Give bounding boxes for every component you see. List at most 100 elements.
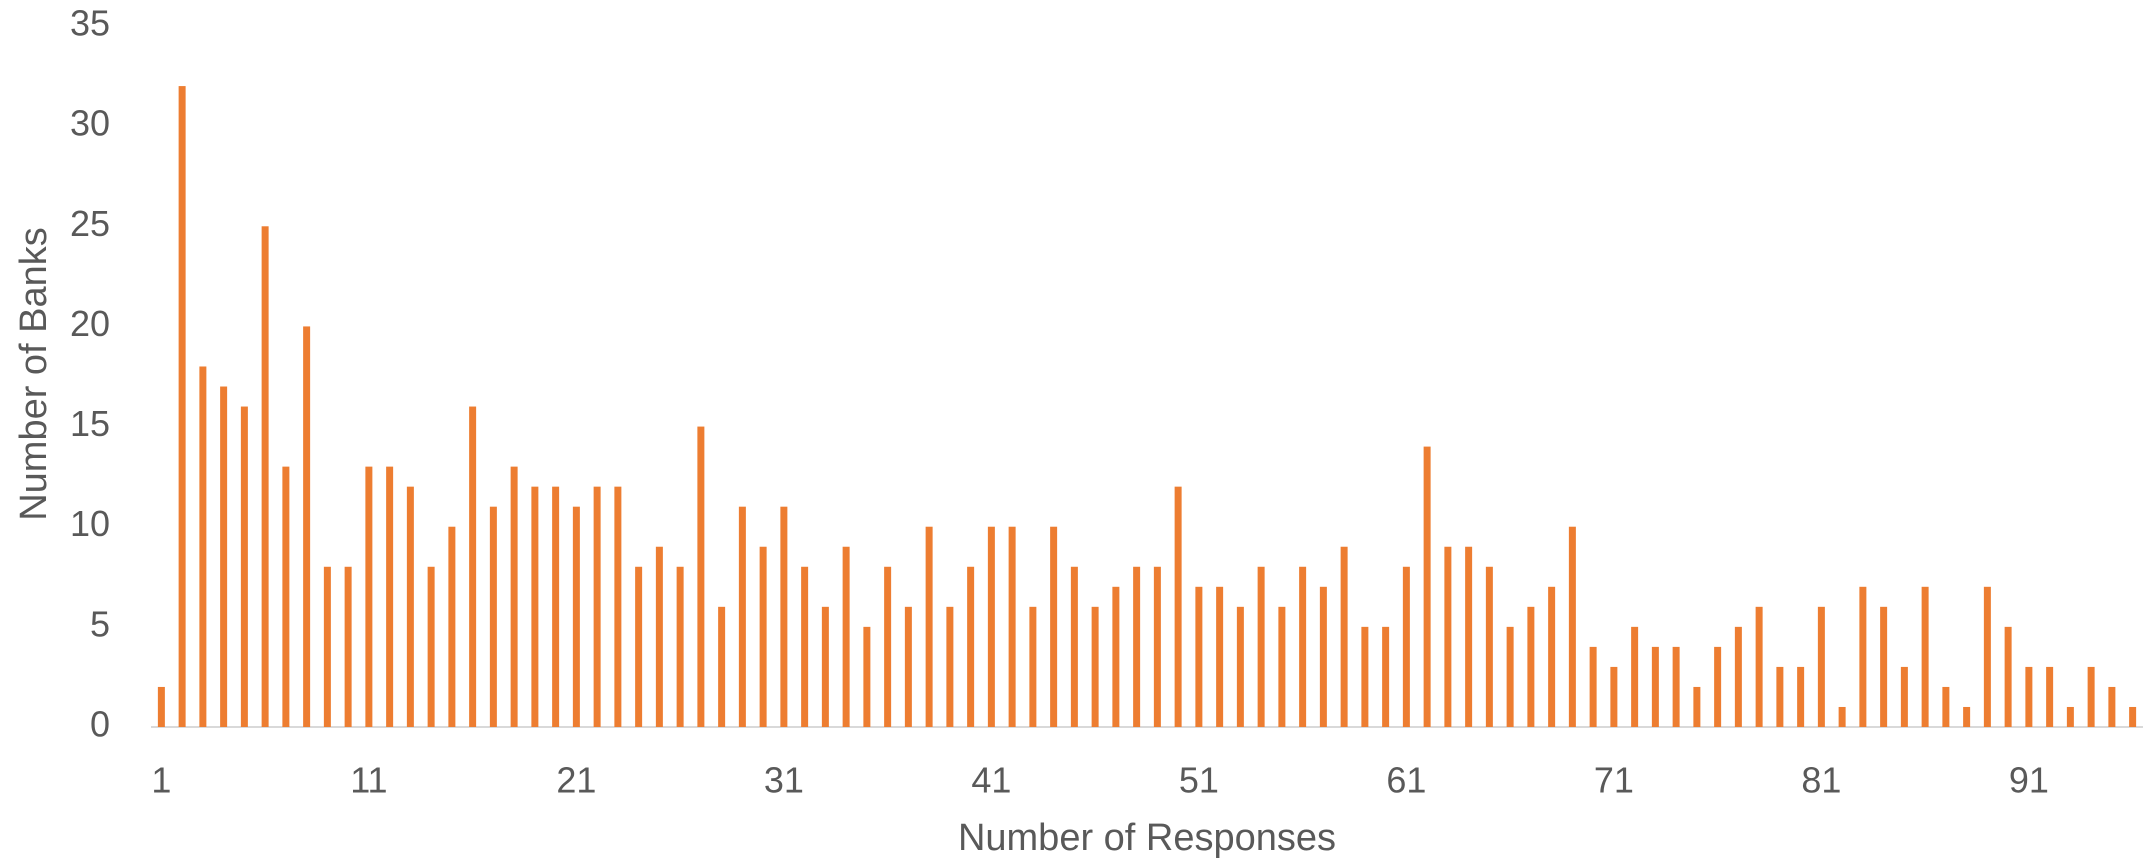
bar [261,226,269,728]
bar [2004,626,2012,727]
bar [821,606,829,727]
bar [718,606,726,727]
y-tick-label: 0 [90,704,110,745]
bar [1029,606,1037,727]
bar [220,386,228,727]
bar [1672,646,1680,727]
bar [1548,586,1556,727]
bar [448,526,456,727]
bar [344,566,352,727]
bar [635,566,643,727]
bar [386,466,394,727]
bar [1444,546,1452,727]
bar [614,486,622,727]
bar [1050,526,1058,727]
bar [1506,626,1514,727]
bar [1008,526,1016,727]
bar [1755,606,1763,727]
bar [2108,686,2116,727]
bar [2025,666,2033,727]
bar [1423,446,1431,727]
bar [303,326,311,727]
bar [967,566,975,727]
bar [572,506,580,727]
bar [2129,706,2137,727]
y-tick-label: 25 [70,203,110,244]
bar [904,606,912,727]
bar [2087,666,2095,727]
bar [593,486,601,727]
bar [1859,586,1867,727]
x-tick-label: 11 [350,760,387,801]
bar [759,546,767,727]
bar [406,486,414,727]
x-tick-label: 61 [1386,760,1426,801]
bar [801,566,809,727]
bar [489,506,497,727]
bar [531,486,539,727]
bar [1921,586,1929,727]
bar [1527,606,1535,727]
bar [1610,666,1618,727]
bar [1091,606,1099,727]
bar [842,546,850,727]
bar [987,526,995,727]
x-tick-label: 51 [1179,760,1219,801]
bar [863,626,871,727]
bar [1340,546,1348,727]
bar [1589,646,1597,727]
bar [1070,566,1078,727]
bar [1382,626,1390,727]
bar [655,546,663,727]
bar [1257,566,1265,727]
x-tick-label: 71 [1594,760,1634,801]
bar [1817,606,1825,727]
bar [1174,486,1182,727]
bar [1714,646,1722,727]
bar [884,566,892,727]
bar [1900,666,1908,727]
bar [365,466,373,727]
bar [552,486,560,727]
bar [2046,666,2054,727]
bar [469,406,477,727]
bar [1485,566,1493,727]
bar [1942,686,1950,727]
bar [1361,626,1369,727]
bar [676,566,684,727]
x-tick-label: 1 [151,760,171,801]
bar [199,366,207,727]
x-tick-label: 31 [764,760,804,801]
bar [1133,566,1141,727]
bar [1693,686,1701,727]
bar [946,606,954,727]
bar [1402,566,1410,727]
bar [1195,586,1203,727]
x-tick-label: 41 [971,760,1011,801]
bar [2066,706,2074,727]
bar [1651,646,1659,727]
bar [1631,626,1639,727]
bar [780,506,788,727]
y-axis-title: Number of Banks [13,227,55,521]
bar [1734,626,1742,727]
bar [1216,586,1224,727]
bar [1299,566,1307,727]
bar [1963,706,1971,727]
bar [1983,586,1991,727]
bar [282,466,290,727]
bar [510,466,518,727]
bar [157,686,165,727]
bar [738,506,746,727]
bar [1278,606,1286,727]
x-axis-title: Number of Responses [958,817,1336,859]
bar [1880,606,1888,727]
bar [1319,586,1327,727]
bar [1568,526,1576,727]
bar [178,86,186,728]
bar [925,526,933,727]
x-tick-label: 81 [1801,760,1841,801]
x-tick-label: 21 [556,760,596,801]
y-tick-label: 15 [70,403,110,444]
